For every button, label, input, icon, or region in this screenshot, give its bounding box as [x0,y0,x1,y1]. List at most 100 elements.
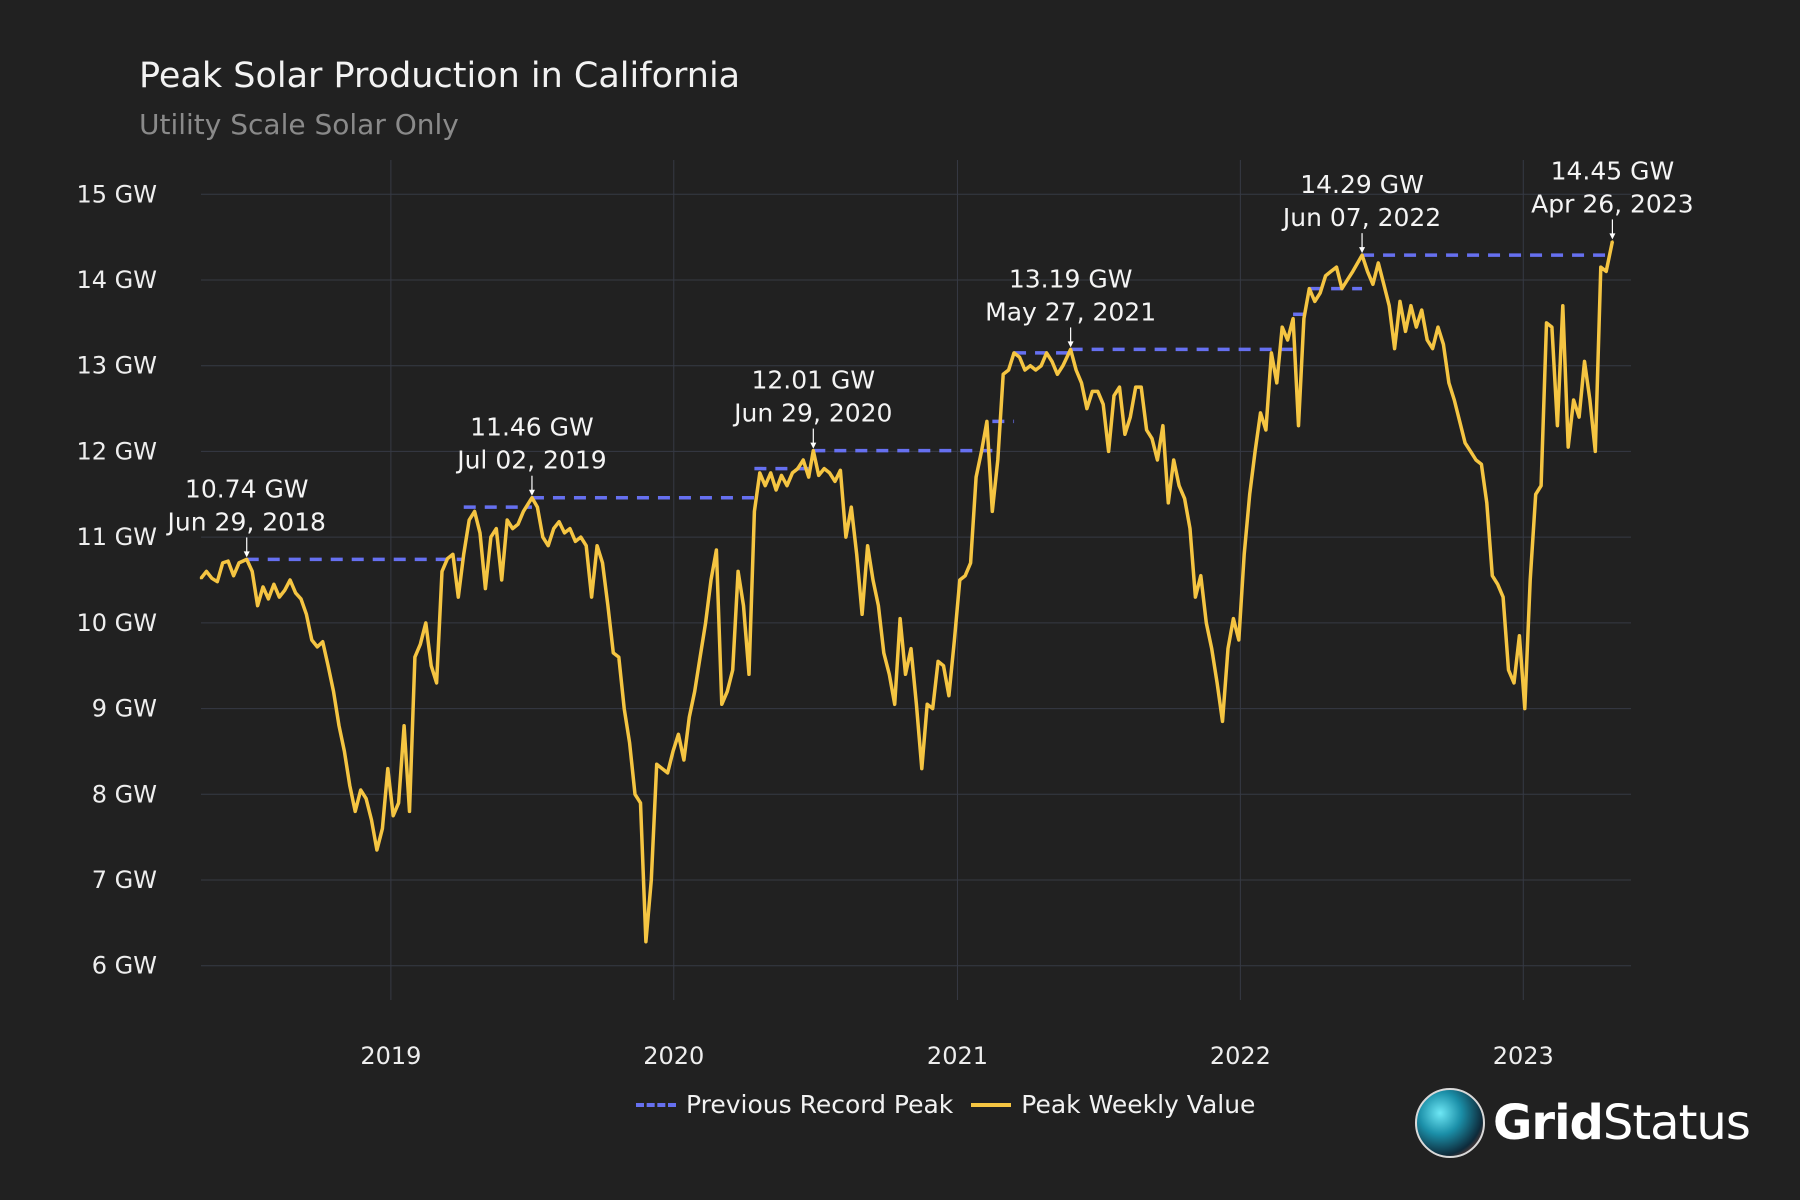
peak-weekly-point [1431,347,1434,350]
peak-weekly-point [547,544,550,547]
legend-item-peak-weekly[interactable]: Peak Weekly Value [971,1090,1255,1119]
peak-weekly-point [1398,300,1402,303]
peak-weekly-point [764,484,767,487]
peak-weekly-point [866,544,869,547]
peak-weekly-point [1172,458,1175,462]
peak-weekly-point [429,664,433,667]
peak-weekly-point [1232,617,1235,620]
peak-weekly-point [698,655,702,659]
peak-weekly-point [530,496,534,499]
peak-weekly-point [261,585,265,589]
peak-weekly-point [1012,351,1016,355]
y-tick-label: 8 GW [92,780,157,808]
annotation-date: Jun 29, 2018 [166,507,326,536]
peak-weekly-point [828,471,831,475]
annotation-arrowhead [1067,341,1074,348]
legend-item-record-peak[interactable]: Previous Record Peak [636,1090,953,1119]
peak-weekly-point [822,467,826,470]
peak-weekly-point [1501,595,1505,599]
annotation-date: Jun 07, 2022 [1281,203,1441,232]
peak-weekly-point [1518,634,1521,637]
peak-weekly-point [855,553,858,556]
peak-weekly-point [1366,270,1369,273]
peak-weekly-point [1129,415,1132,419]
peak-weekly-point [888,673,891,676]
peak-weekly-point [579,535,582,539]
peak-weekly-point [585,544,588,547]
annotation-layer: 10.74 GW Jun 29, 2018 11.46 GW Jul 02, 2019… [166,156,1694,558]
peak-weekly-point [1050,360,1054,363]
x-tick-label: 2021 [927,1042,988,1070]
peak-weekly-point [1318,291,1322,295]
x-tick-label: 2022 [1210,1042,1271,1070]
chart-subtitle: Utility Scale Solar Only [139,108,459,141]
peak-weekly-point [381,827,384,830]
peak-weekly-point [1205,621,1208,625]
peak-weekly-point [294,591,297,595]
peak-weekly-point [601,561,604,565]
peak-weekly-point [1188,527,1192,530]
y-tick-label: 11 GW [77,523,158,551]
y-tick-label: 12 GW [77,437,158,465]
peak-weekly-point [1594,450,1597,453]
peak-weekly-point [964,574,967,577]
peak-weekly-point [1480,463,1483,466]
peak-weekly-point [343,750,346,753]
peak-weekly-point [1572,398,1575,402]
peak-weekly-point [898,617,902,620]
peak-weekly-point [563,531,566,535]
peak-weekly-point [666,771,669,775]
peak-weekly-point [305,613,308,616]
peak-weekly-point [1069,348,1072,351]
peak-weekly-point [1377,261,1380,265]
peak-weekly-point [375,848,379,852]
peak-weekly-point [639,801,642,805]
annotation-arrowhead [810,442,817,449]
peak-weekly-point [682,758,686,762]
peak-weekly-point [1286,338,1289,342]
peak-weekly-point [495,527,498,530]
peak-weekly-point [1463,441,1467,445]
peak-weekly-point [1183,497,1186,500]
peak-weekly-point [780,474,783,477]
peak-weekly-point [1215,681,1219,685]
peak-weekly-point [715,548,718,552]
peak-weekly-point [1556,424,1559,427]
peak-weekly-point [1161,424,1165,427]
peak-weekly-point [536,505,539,509]
peak-weekly-point [1324,274,1327,277]
peak-weekly-point [484,587,487,590]
peak-weekly-point [758,471,762,475]
peak-weekly-point [606,604,610,607]
peak-weekly-point [462,553,465,556]
grid-layer [201,160,1631,1000]
y-tick-label: 7 GW [92,866,157,894]
peak-weekly-point [267,597,270,601]
peak-weekly-point [354,810,357,813]
peak-weekly-point [451,553,455,556]
peak-weekly-point [1061,364,1065,367]
peak-weekly-point [969,561,972,565]
peak-weekly-point [726,690,729,693]
peak-weekly-point [709,578,713,582]
legend[interactable]: Previous Record Peak Peak Weekly Value [636,1090,1255,1119]
peak-weekly-point [435,681,438,685]
annotation-date: Jul 02, 2019 [455,446,606,475]
peak-weekly-point [1507,668,1510,672]
peak-weekly-point [1297,424,1300,427]
peak-weekly-point [1302,317,1306,320]
annotation-date: May 27, 2021 [985,297,1156,326]
peak-weekly-point [516,523,520,526]
peak-weekly-point [392,814,395,817]
peak-weekly-point [688,715,691,719]
peak-weekly-point [931,707,934,710]
peak-weekly-point [522,510,525,513]
annotation-value: 13.19 GW [1009,264,1133,293]
peak-weekly-point [644,940,648,943]
peak-weekly-point [1281,325,1284,329]
annotation-value: 12.01 GW [751,366,875,395]
annotation-value: 11.46 GW [470,413,594,442]
peak-weekly-point [568,527,572,530]
y-tick-label: 10 GW [77,609,158,637]
peak-weekly-point [457,595,460,599]
